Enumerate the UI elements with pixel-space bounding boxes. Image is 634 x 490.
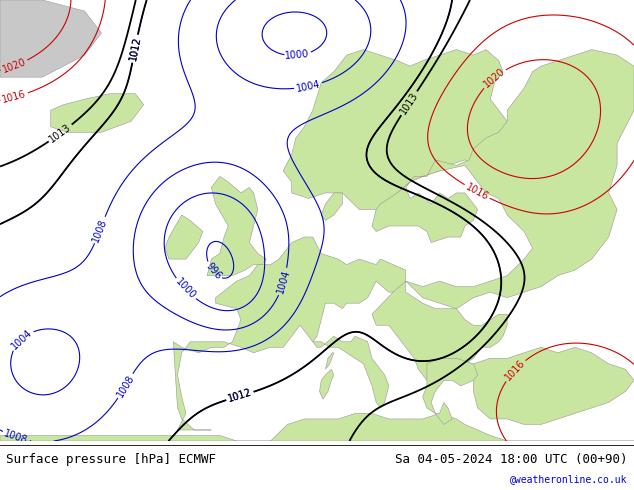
Text: 1013: 1013 <box>48 122 73 145</box>
Polygon shape <box>423 358 477 424</box>
Text: 1008: 1008 <box>91 217 109 244</box>
Polygon shape <box>207 176 266 275</box>
Text: 1012: 1012 <box>128 36 143 62</box>
Polygon shape <box>372 281 507 380</box>
Polygon shape <box>51 94 144 132</box>
Text: 1020: 1020 <box>1 57 28 75</box>
Text: 1012: 1012 <box>128 36 143 62</box>
Text: 1013: 1013 <box>398 90 420 116</box>
Text: 1008: 1008 <box>115 373 136 399</box>
Polygon shape <box>313 336 389 408</box>
Polygon shape <box>0 0 101 77</box>
Text: 1016: 1016 <box>503 358 527 383</box>
Text: 1004: 1004 <box>295 79 321 94</box>
Text: 1012: 1012 <box>227 388 253 404</box>
Polygon shape <box>320 369 334 399</box>
Polygon shape <box>283 49 507 210</box>
Text: 1012: 1012 <box>227 388 253 404</box>
Polygon shape <box>165 215 203 259</box>
Text: 1016: 1016 <box>464 181 490 202</box>
Polygon shape <box>325 353 334 369</box>
Text: Sa 04-05-2024 18:00 UTC (00+90): Sa 04-05-2024 18:00 UTC (00+90) <box>395 453 628 466</box>
Text: 1000: 1000 <box>173 277 197 301</box>
Text: @weatheronline.co.uk: @weatheronline.co.uk <box>510 474 628 484</box>
Text: 1004: 1004 <box>10 327 34 351</box>
Polygon shape <box>173 237 406 430</box>
Polygon shape <box>0 414 634 441</box>
Text: 1020: 1020 <box>482 66 507 90</box>
Text: 996: 996 <box>204 261 223 282</box>
Text: 1008: 1008 <box>3 429 29 446</box>
Polygon shape <box>321 193 342 220</box>
Polygon shape <box>474 347 634 424</box>
Text: 1000: 1000 <box>285 49 310 61</box>
Text: Surface pressure [hPa] ECMWF: Surface pressure [hPa] ECMWF <box>6 453 216 466</box>
Text: 1004: 1004 <box>275 269 292 295</box>
Polygon shape <box>372 49 634 309</box>
Text: 1016: 1016 <box>1 89 27 105</box>
